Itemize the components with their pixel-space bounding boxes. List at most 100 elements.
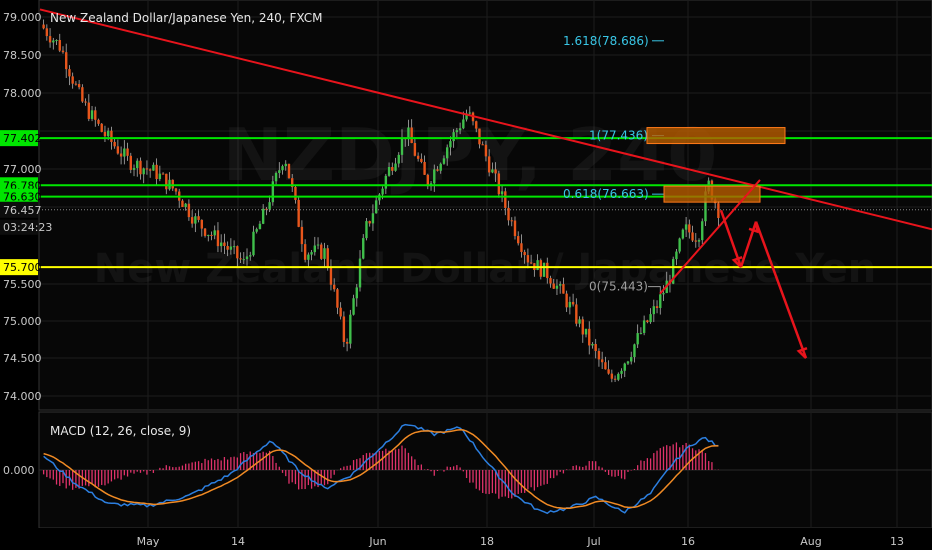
fibonacci-levels: 1.618(78.686) 1(77.436) 0.618(76.663) 0(75.… (563, 34, 664, 294)
candle-body (77, 84, 81, 88)
candle-body (87, 102, 91, 119)
price-tag-label: 76.630 (3, 191, 42, 204)
candle-body (236, 246, 239, 259)
price-tag (0, 130, 38, 147)
candle-body (255, 229, 258, 232)
candle-body (507, 207, 510, 221)
candle-body (258, 223, 262, 230)
candle-body (542, 262, 546, 277)
candle-body (268, 202, 271, 210)
projection-segment (754, 221, 808, 359)
candle-body (200, 219, 204, 229)
candle-body (249, 255, 252, 257)
candle-body (481, 144, 484, 146)
candle-body (562, 284, 565, 294)
fib-label: 1.618(78.686) (563, 34, 649, 48)
y-tick-label: 75.500 (3, 278, 42, 291)
x-tick-label: May (137, 535, 160, 548)
candle-body (142, 168, 145, 175)
candle-body (704, 191, 707, 222)
candle-body (106, 130, 110, 137)
x-tick-label: 13 (890, 535, 904, 548)
candle-body (368, 221, 371, 224)
candle-body (581, 319, 584, 335)
descending-trendline (39, 8, 932, 231)
x-tick-label: Jul (586, 535, 600, 548)
candle-body (55, 40, 58, 42)
candle-body (491, 169, 494, 173)
candle-body (294, 186, 297, 200)
y-axis: 79.000 78.500 78.000 77.000 75.500 75.000 74.5… (3, 11, 42, 403)
candle-body (558, 284, 562, 286)
candle-body (278, 170, 281, 173)
candle-body (139, 160, 142, 175)
candle-body (394, 163, 397, 171)
candle-body (607, 369, 610, 374)
candle-body (413, 143, 417, 156)
candle-body (520, 243, 523, 252)
candle-body (74, 83, 78, 85)
candle-body (468, 112, 471, 114)
candle-body (213, 230, 216, 236)
candle-body (58, 40, 61, 51)
candle-body (339, 307, 342, 317)
candle-body (500, 191, 504, 195)
projection-path (659, 179, 808, 359)
chart-title: New Zealand Dollar/Japanese Yen, 240, FX… (50, 11, 322, 25)
candle-body (455, 130, 459, 133)
candle-body (517, 236, 520, 244)
candle-body (261, 208, 265, 224)
candle-body (352, 298, 355, 315)
y-tick-label: 74.000 (3, 390, 42, 403)
candle-body (316, 244, 320, 246)
candle-body (42, 24, 45, 29)
candle-body (694, 240, 697, 242)
candle-body (675, 251, 678, 260)
x-tick-label: 18 (480, 535, 494, 548)
candle-body (659, 294, 662, 309)
candle-body (165, 173, 168, 190)
candle-body (565, 293, 568, 308)
candle-body (384, 175, 388, 189)
candle-body (591, 344, 594, 346)
candle-body (652, 306, 656, 315)
candle-body (688, 224, 691, 233)
candle-body (181, 200, 184, 208)
candle-body (452, 132, 455, 142)
candle-body (184, 203, 187, 208)
fib-label: 0.618(76.663) (563, 187, 649, 201)
candle-body (45, 28, 49, 37)
candle-body (203, 228, 207, 236)
candle-body (701, 221, 704, 241)
candle-body (381, 188, 384, 195)
macd-lines (43, 423, 719, 515)
candle-body (523, 251, 526, 256)
candle-body (226, 245, 229, 250)
candle-body (684, 224, 688, 230)
candle-body (194, 216, 197, 224)
candle-body (68, 69, 71, 77)
candle-body (103, 131, 107, 137)
candle-body (342, 316, 346, 342)
candle-body (48, 36, 52, 43)
candle-body (536, 260, 539, 270)
candle-body (442, 158, 446, 164)
candle-body (555, 285, 559, 289)
candle-body (94, 110, 97, 120)
candle-body (620, 370, 623, 374)
candle-body (284, 163, 287, 167)
candle-body (281, 166, 284, 171)
candle-body (646, 320, 649, 323)
candle-body (223, 242, 226, 246)
grid-lines (39, 0, 932, 528)
candle-body (484, 144, 488, 157)
candle-body (487, 156, 491, 173)
candle-body (161, 173, 165, 175)
signal-line (43, 429, 719, 510)
projection-arrow-up (748, 221, 759, 234)
candle-body (332, 284, 336, 290)
candle-body (671, 259, 675, 284)
candle-body (578, 319, 581, 324)
